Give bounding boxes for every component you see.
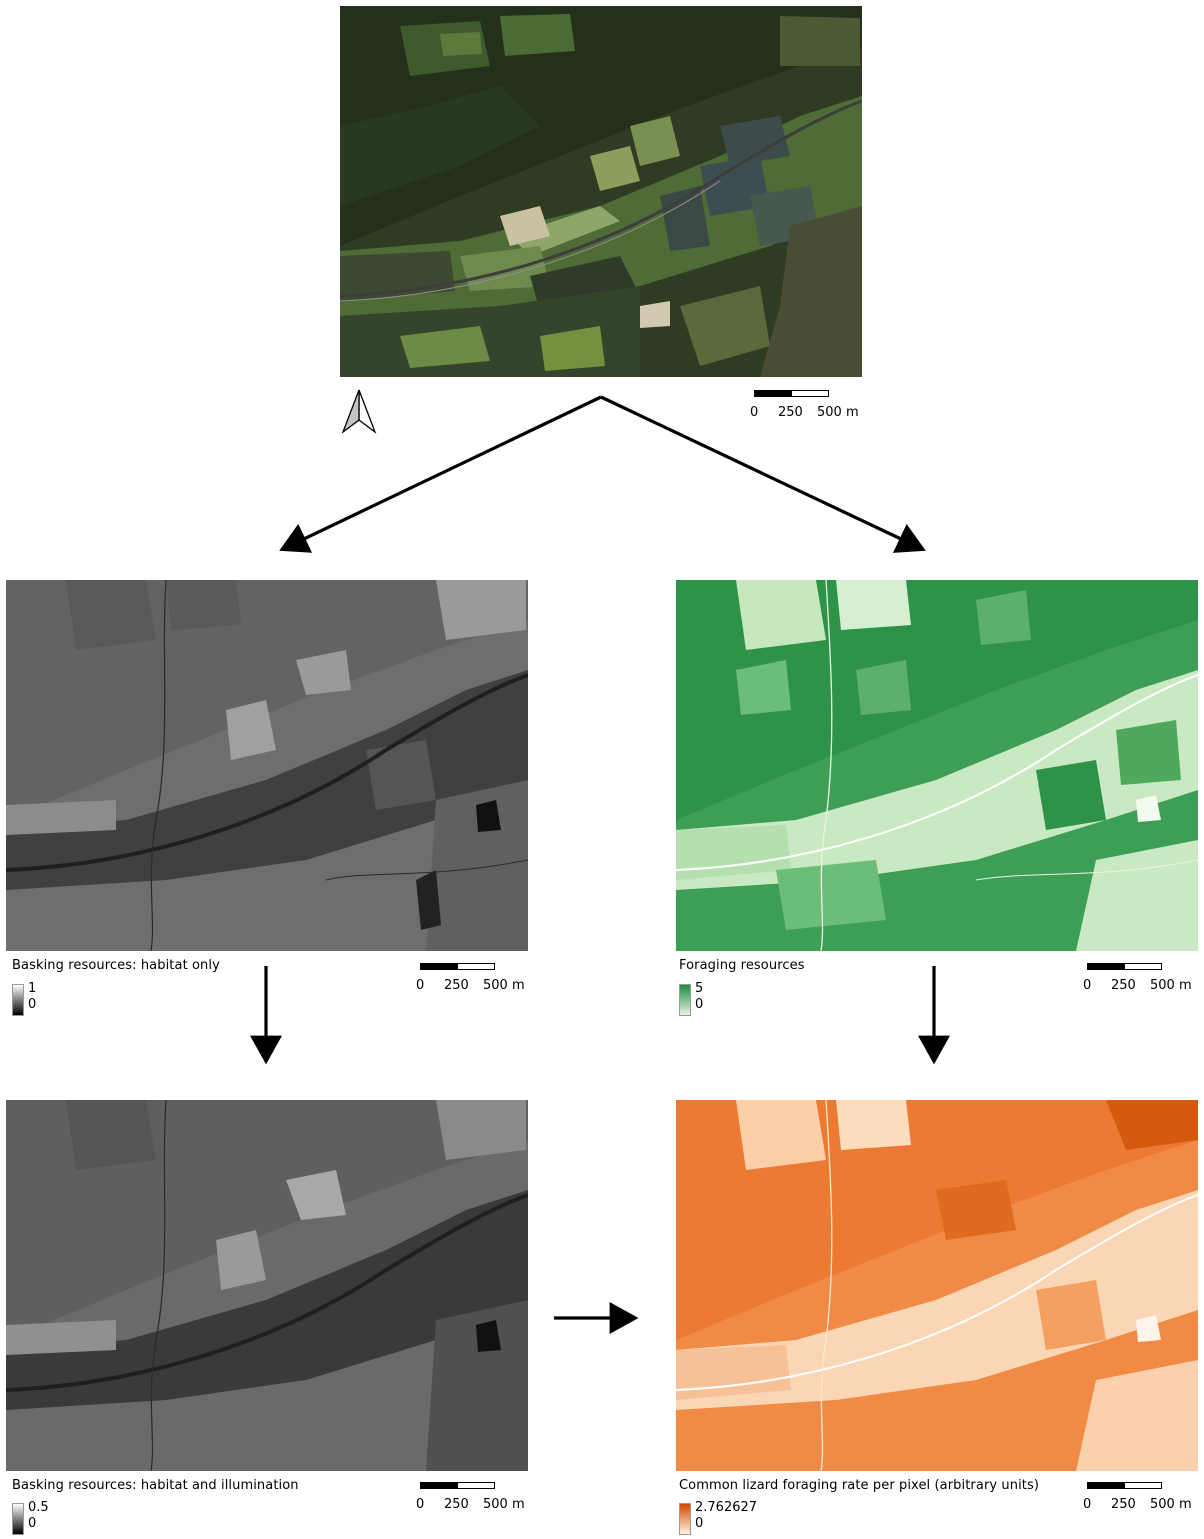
arrow-top-to-left (279, 395, 602, 553)
scale-bar-basking-habitat: 0 250 500 m (416, 963, 530, 997)
foraging-legend: 5 0 (679, 981, 769, 1018)
basking-habitat-map (6, 580, 528, 951)
basking-habitat-title: Basking resources: habitat only (12, 958, 220, 973)
scale-bar-foraging: 0 250 500 m (1083, 963, 1197, 997)
legend-ramp (679, 1503, 691, 1535)
north-arrow-icon (341, 389, 377, 434)
basking-illumination-map (6, 1100, 528, 1471)
legend-ramp (679, 984, 691, 1016)
basking-illumination-legend: 0.5 0 (12, 1500, 102, 1537)
foraging-resources-map (676, 580, 1198, 951)
legend-ramp (12, 984, 24, 1016)
legend-ramp (12, 1503, 24, 1535)
scale-bar-basking-illumination: 0 250 500 m (416, 1482, 530, 1516)
foraging-rate-legend: 2.762627 0 (679, 1500, 769, 1537)
foraging-title: Foraging resources (679, 958, 805, 973)
basking-illumination-title: Basking resources: habitat and illuminat… (12, 1478, 299, 1493)
scale-bar-foraging-rate: 0 250 500 m (1083, 1482, 1197, 1516)
basking-habitat-legend: 1 0 (12, 981, 102, 1018)
aerial-photo-map (340, 6, 862, 377)
foraging-rate-title: Common lizard foraging rate per pixel (a… (679, 1478, 1040, 1493)
scale-bar-top: 0 250 500 m (750, 390, 864, 424)
foraging-rate-map (676, 1100, 1198, 1471)
